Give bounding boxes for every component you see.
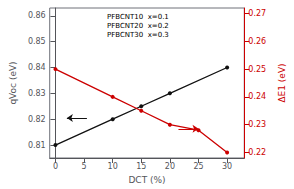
svg-text:10: 10 [108, 162, 118, 171]
svg-text:15: 15 [136, 162, 146, 171]
svg-text:0.82: 0.82 [28, 115, 46, 124]
svg-text:ΔE1 (eV): ΔE1 (eV) [277, 63, 287, 102]
svg-text:0.27: 0.27 [248, 9, 266, 18]
svg-text:DCT (%): DCT (%) [128, 175, 165, 185]
svg-text:0.85: 0.85 [28, 37, 46, 46]
svg-text:0.23: 0.23 [248, 120, 266, 129]
svg-text:PFBCNT30 x=0.3: PFBCNT30 x=0.3 [107, 31, 169, 39]
svg-text:0.22: 0.22 [248, 148, 266, 157]
svg-text:PFBCNT20 x=0.2: PFBCNT20 x=0.2 [107, 22, 169, 30]
svg-text:0.86: 0.86 [28, 11, 46, 20]
svg-text:0.25: 0.25 [248, 65, 266, 74]
svg-text:0.24: 0.24 [248, 92, 266, 101]
svg-text:20: 20 [165, 162, 175, 171]
svg-text:30: 30 [222, 162, 232, 171]
svg-text:0.81: 0.81 [28, 141, 46, 150]
svg-text:0.83: 0.83 [28, 89, 46, 98]
svg-text:qVoc (eV): qVoc (eV) [8, 61, 18, 104]
svg-text:5: 5 [82, 162, 87, 171]
svg-text:PFBCNT10 x=0.1: PFBCNT10 x=0.1 [107, 13, 169, 21]
svg-text:25: 25 [193, 162, 203, 171]
svg-text:0: 0 [53, 162, 58, 171]
svg-text:0.26: 0.26 [248, 37, 266, 46]
svg-text:0.84: 0.84 [28, 63, 46, 72]
